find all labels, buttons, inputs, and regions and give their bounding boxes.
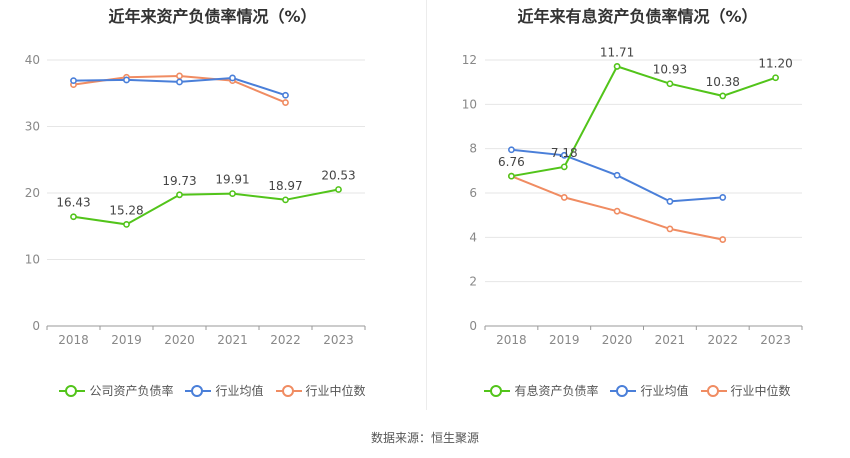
legend-marker-icon <box>59 384 86 397</box>
x-tick-label: 2021 <box>655 333 686 347</box>
chart-title: 近年来有息资产负债率情况（%） <box>517 7 758 26</box>
data-point <box>560 194 568 201</box>
data-point <box>229 74 236 82</box>
legend: 有息资产负债率 行业均值 行业中位数 <box>425 382 850 399</box>
legend-item[interactable]: 行业中位数 <box>700 382 791 399</box>
y-tick-label: 40 <box>25 53 40 67</box>
y-tick-label: 10 <box>25 253 40 267</box>
legend-label: 行业均值 <box>640 384 689 398</box>
legend-marker-icon <box>185 384 212 397</box>
data-point <box>282 196 289 204</box>
legend-item[interactable]: 行业中位数 <box>275 382 366 399</box>
data-label: 16.43 <box>56 196 90 210</box>
data-point <box>666 198 674 205</box>
y-tick-label: 8 <box>469 142 477 156</box>
legend-label: 行业中位数 <box>730 384 791 398</box>
data-label: 19.73 <box>162 174 196 188</box>
legend-label: 行业中位数 <box>305 384 366 398</box>
legend: 公司资产负债率 行业均值 行业中位数 <box>0 382 425 399</box>
legend-marker-icon <box>275 384 302 397</box>
legend-label: 公司资产负债率 <box>89 384 174 398</box>
data-point <box>123 220 130 228</box>
right-chart-panel: 近年来有息资产负债率情况（%） 0 2 4 6 8 10 12 2018 2019 2020 202… <box>425 0 850 420</box>
data-point <box>719 194 727 201</box>
legend-label: 有息资产负债率 <box>514 384 599 398</box>
x-tick-label: 2021 <box>217 333 248 347</box>
data-label: 10.38 <box>706 75 740 89</box>
data-point <box>719 236 727 243</box>
data-point <box>176 72 183 80</box>
series-line-0 <box>73 188 339 226</box>
x-tick-label: 2019 <box>111 333 142 347</box>
data-point <box>613 63 621 70</box>
data-point <box>282 91 289 99</box>
data-label: 11.71 <box>600 45 634 59</box>
data-point <box>719 92 727 100</box>
data-label: 11.20 <box>758 57 792 71</box>
y-tick-label: 6 <box>469 186 477 200</box>
data-point <box>335 186 342 193</box>
data-point <box>282 99 289 106</box>
y-tick-label: 10 <box>462 97 477 111</box>
debt-ratio-chart: 0 10 20 30 40 2018 2019 2020 2021 2022 2023 16.43 15… <box>25 53 366 347</box>
panel-divider <box>426 0 427 410</box>
data-point <box>666 80 674 88</box>
data-point <box>176 78 183 86</box>
data-point <box>123 76 130 84</box>
y-tick-label: 30 <box>25 120 40 134</box>
data-point <box>560 151 568 159</box>
left-chart-panel: 近年来资产负债率情况（%） 0 10 20 30 40 2018 2019 2020 2021 2… <box>0 0 425 420</box>
legend-item[interactable]: 公司资产负债率 <box>59 382 173 399</box>
data-point <box>666 225 674 233</box>
legend-marker-icon <box>700 384 727 397</box>
data-point <box>229 190 236 197</box>
y-tick-label: 4 <box>469 230 477 244</box>
y-tick-label: 12 <box>462 53 477 67</box>
y-tick-label: 2 <box>469 275 477 289</box>
data-label: 20.53 <box>321 168 355 182</box>
data-label: 6.76 <box>498 155 525 169</box>
x-tick-label: 2019 <box>549 333 580 347</box>
x-tick-label: 2020 <box>602 333 633 347</box>
data-point <box>508 146 515 154</box>
data-label: 10.93 <box>653 63 687 77</box>
chart-title: 近年来资产负债率情况（%） <box>108 7 317 26</box>
legend-marker-icon <box>484 384 511 397</box>
x-tick-label: 2020 <box>164 333 195 347</box>
y-tick-label: 0 <box>469 319 477 333</box>
data-label: 18.97 <box>268 179 302 193</box>
data-label: 7.18 <box>551 146 578 160</box>
data-point <box>772 74 779 82</box>
data-point <box>613 207 621 215</box>
x-tick-label: 2022 <box>707 333 738 347</box>
legend-marker-icon <box>610 384 637 397</box>
data-label: 15.28 <box>109 203 143 217</box>
data-point <box>613 171 621 179</box>
legend-item[interactable]: 行业均值 <box>610 382 689 399</box>
data-point <box>70 77 77 85</box>
y-tick-label: 0 <box>32 319 40 333</box>
data-point <box>508 172 515 180</box>
x-tick-label: 2018 <box>58 333 89 347</box>
data-label: 19.91 <box>215 173 249 187</box>
legend-label: 行业均值 <box>215 384 264 398</box>
x-tick-label: 2022 <box>270 333 301 347</box>
data-point <box>560 163 568 171</box>
legend-item[interactable]: 行业均值 <box>185 382 264 399</box>
interest-bearing-debt-ratio-chart: 0 2 4 6 8 10 12 2018 2019 2020 2021 2022 2023 6.76 7.1… <box>462 45 803 347</box>
data-point <box>176 191 183 199</box>
x-tick-label: 2023 <box>760 333 791 347</box>
x-tick-label: 2018 <box>496 333 527 347</box>
y-tick-label: 20 <box>25 186 40 200</box>
data-source: 数据来源：恒生聚源 <box>370 431 479 445</box>
x-tick-label: 2023 <box>323 333 354 347</box>
series-line-0 <box>511 65 776 178</box>
legend-item[interactable]: 有息资产负债率 <box>484 382 598 399</box>
data-point <box>70 213 77 221</box>
